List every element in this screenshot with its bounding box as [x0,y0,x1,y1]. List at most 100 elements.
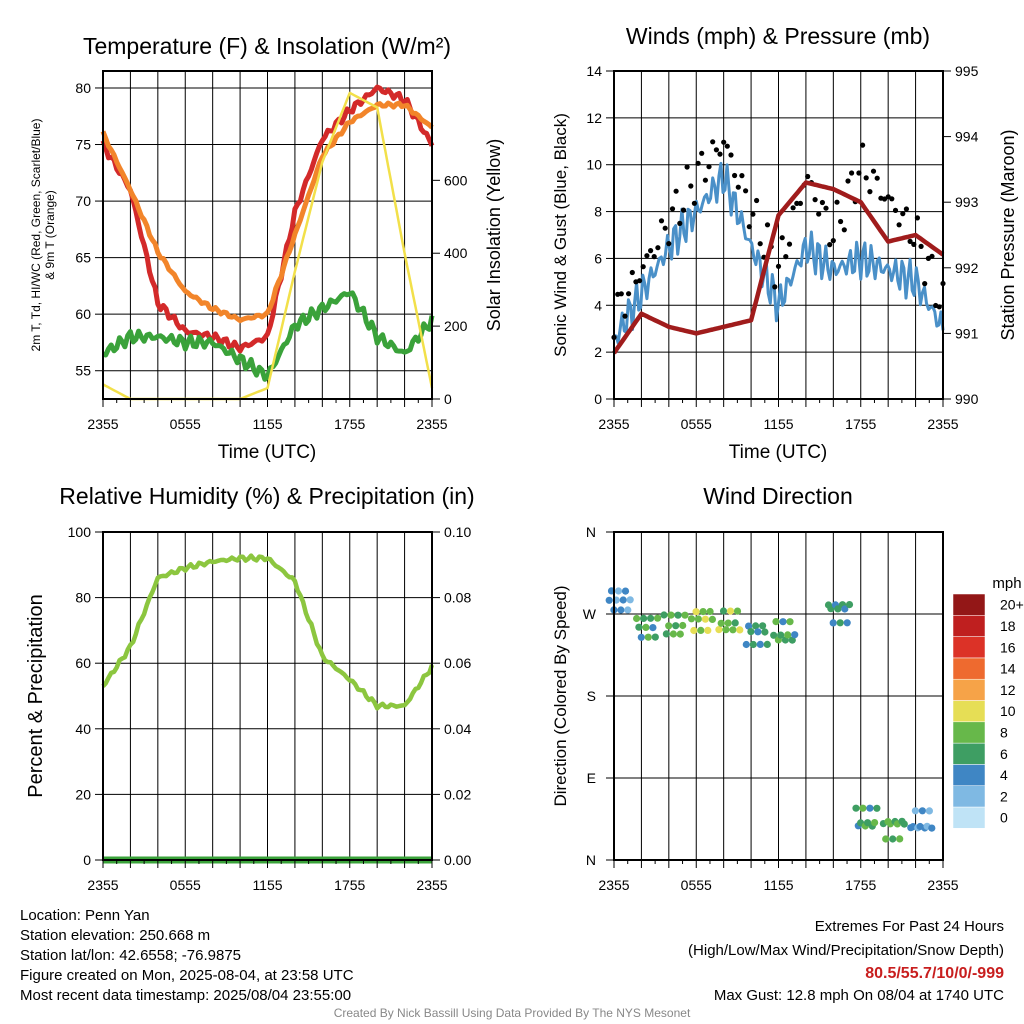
gust-point [680,207,687,213]
direction-point [752,622,760,630]
gust-point [702,177,709,183]
gust-point [914,215,921,221]
direction-point [836,619,844,627]
legend-label: 4 [1000,767,1008,783]
gust-point [695,160,701,166]
gust-point [907,238,913,244]
direction-point [843,619,851,627]
left-tick-label: 55 [75,363,91,379]
direction-point [647,614,655,622]
humidity-ylabel: Percent & Precipitation [25,594,47,797]
gust-point [830,238,836,244]
left-tick-label: 4 [594,297,602,313]
direction-point [697,626,705,635]
direction-point [633,614,641,623]
temperature-ylabel-line1: 2m T, Td, HI/WC (Red, Green, Scarlet/Blu… [29,119,43,352]
temperature-ylabel-line2: & 9m T (Orange) [43,190,57,280]
gust-point [662,225,668,231]
left-tick-label: 65 [75,250,91,266]
direction-point [665,622,673,630]
direction-point [786,618,794,626]
gust-point [867,189,873,195]
gust-point [640,264,646,270]
left-tick-label: 60 [75,306,91,322]
gust-point [834,199,840,205]
right-tick-label: 0.06 [444,655,471,671]
direction-point [694,615,703,623]
direction-tick-label: N [586,852,596,868]
gust-point [644,253,650,259]
gust-point [637,278,643,284]
gust-point [764,222,771,228]
left-tick-label: 80 [75,590,91,606]
footer-location: Location: Penn Yan [20,907,150,924]
direction-point [614,587,623,595]
direction-point [662,630,671,638]
extremes-subtitle: (High/Low/Max Wind/Precipitation/Snow De… [688,942,1004,959]
gust-point [863,175,869,181]
direction-point [896,835,904,843]
gust-point [929,253,935,259]
gust-point [739,173,745,179]
direction-point [736,626,744,634]
legend-label: 12 [1000,682,1016,698]
legend-label: 20+ [1000,597,1024,613]
gust-point [706,164,712,170]
direction-point [626,596,634,604]
time-tick-label: 0555 [681,877,712,893]
direction-point [699,608,707,616]
temperature-xlabel: Time (UTC) [218,442,317,463]
direction-point [706,607,714,616]
direction-point [791,631,799,639]
direction-point [679,621,687,630]
gust-point [673,188,679,194]
right-tick-label: 993 [955,194,979,210]
direction-point [882,835,890,843]
gust-point [794,200,800,206]
gust-point [827,242,833,248]
left-tick-label: 20 [75,786,91,802]
time-tick-label: 1755 [334,416,365,432]
time-tick-label: 1755 [334,877,365,893]
legend-swatch [952,657,986,680]
direction-point [754,628,762,636]
time-tick-label: 1155 [252,416,282,432]
right-tick-label: 0.04 [444,721,471,737]
temperature-grid [103,71,432,399]
gust-point [775,263,782,269]
direction-point [918,807,927,815]
gust-point [629,269,635,276]
legend-swatch [952,678,986,701]
gust-point [618,291,624,297]
gust-point [655,245,661,251]
time-tick-label: 2355 [87,877,118,893]
gust-point [911,241,917,247]
direction-point [651,633,659,641]
direction-point [834,605,842,613]
humidity-time-ticks: 2355 0555 1155 1755 2355 [87,860,448,893]
gust-point [849,170,855,176]
right-tick-label: 0.08 [444,590,471,606]
gust-point [900,211,906,217]
extremes-values: 80.5/55.7/10/0/-999 [865,965,1004,982]
direction-point [889,835,897,843]
direction-point [866,804,874,812]
direction-point [619,596,627,604]
gust-point [816,211,822,217]
direction-point [911,807,920,815]
left-tick-label: 100 [68,524,92,540]
direction-point [873,804,881,812]
gust-point [870,168,877,174]
legend-swatch [952,636,986,659]
direction-point [829,619,837,627]
left-tick-label: 40 [75,721,91,737]
right-tick-label: 0.02 [444,786,471,802]
gust-point [732,172,738,179]
direction-point [763,640,771,649]
gust-point [691,200,698,206]
gust-point [754,197,760,204]
direction-point [772,618,780,626]
gust-point [819,199,826,206]
extremes-title: Extremes For Past 24 Hours [814,918,1004,935]
